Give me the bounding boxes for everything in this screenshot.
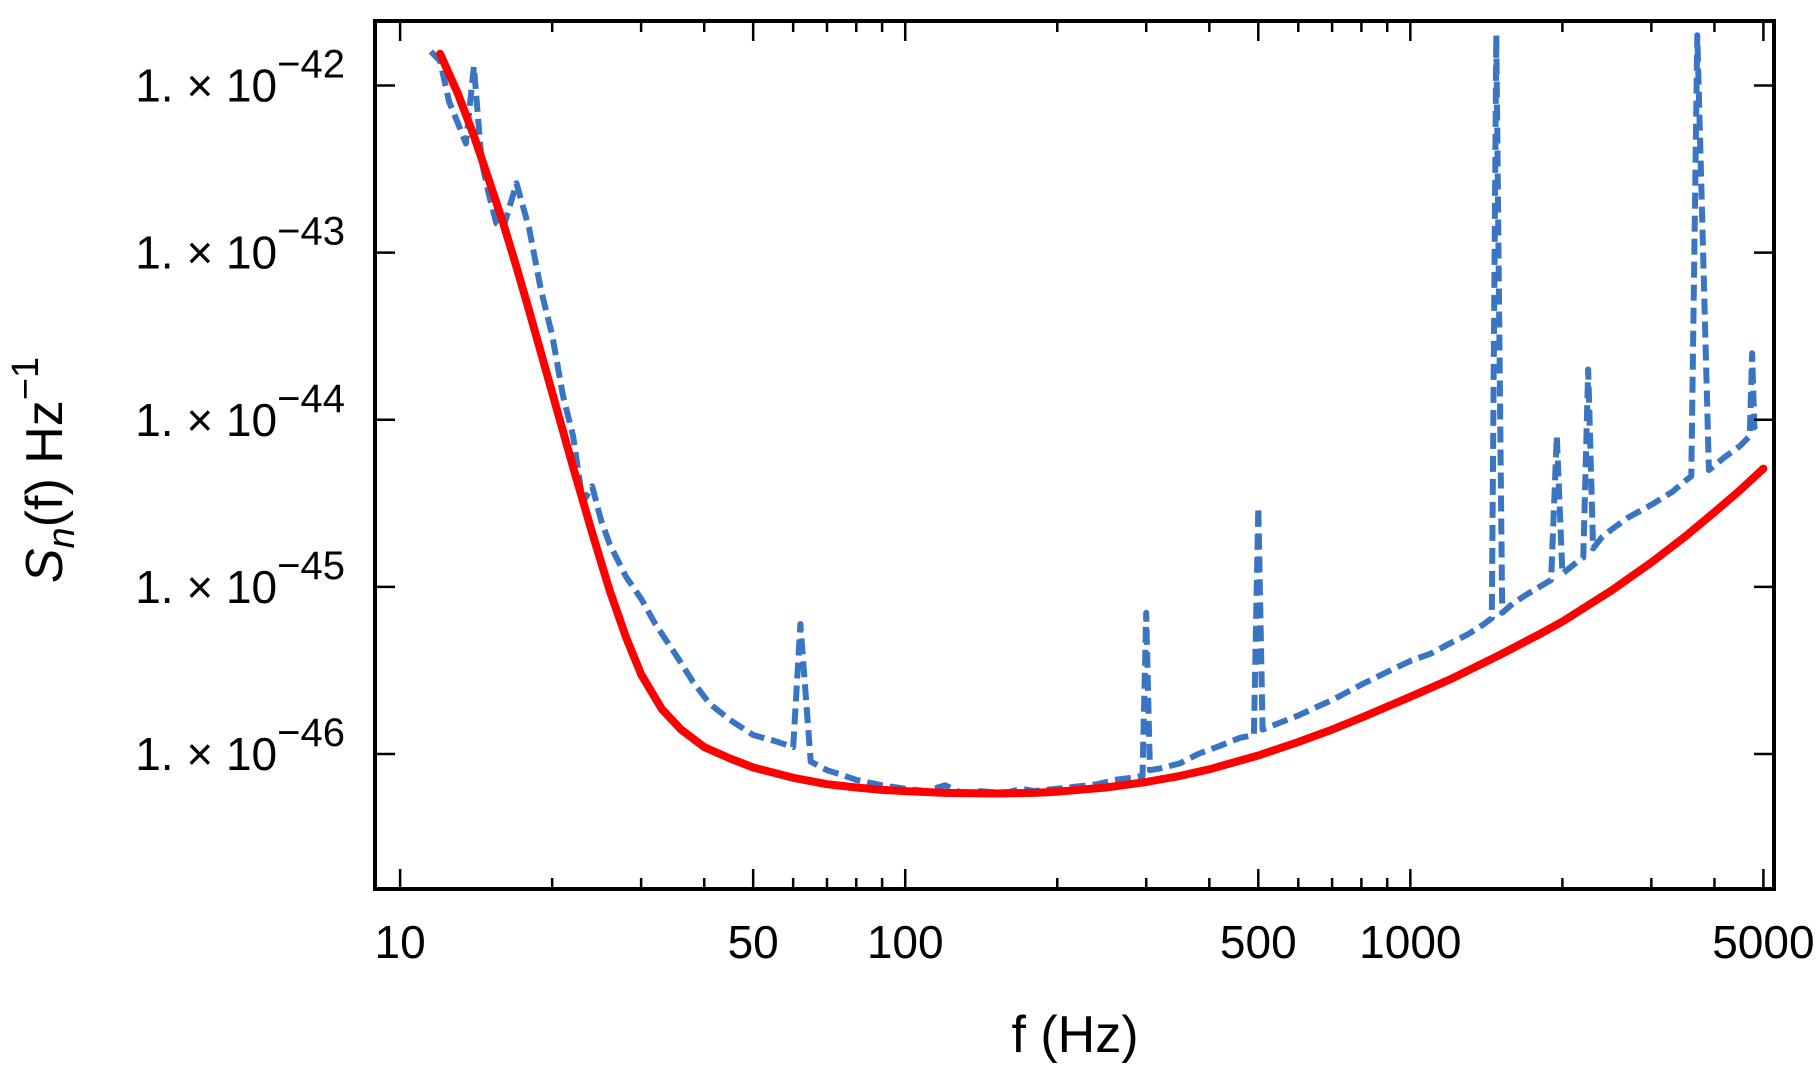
- x-tick-label: 10: [375, 916, 426, 968]
- y-axis-title-arg: (f) Hz: [16, 400, 74, 527]
- plot-frame: [373, 19, 1776, 891]
- x-axis-title: f (Hz): [1011, 1006, 1138, 1064]
- x-tick-label: 5000: [1712, 916, 1814, 968]
- x-tick-label: 100: [867, 916, 944, 968]
- y-tick-label: 1. × 10−42: [135, 43, 345, 112]
- y-axis-title: Sn(f) Hz−1: [5, 357, 83, 583]
- y-tick-label: 1. × 10−45: [135, 544, 345, 613]
- y-tick-label: 1. × 10−43: [135, 210, 345, 279]
- y-tick-labels: 1. × 10−42 1. × 10−43 1. × 10−44 1. × 10−45…: [135, 43, 345, 780]
- x-tick-label: 1000: [1359, 916, 1461, 968]
- x-tick-label: 500: [1220, 916, 1297, 968]
- series-line-fit-curve: [436, 49, 1768, 798]
- y-axis-title-subscript: n: [41, 527, 83, 548]
- x-tick-label: 50: [728, 916, 779, 968]
- y-axis-title-symbol: S: [16, 548, 74, 583]
- y-axis-title-superscript: −1: [5, 357, 47, 400]
- y-tick-label: 1. × 10−44: [135, 377, 345, 446]
- y-tick-label: 1. × 10−46: [135, 711, 345, 780]
- series-line-measured-psd: [428, 32, 1762, 797]
- series-layer: [428, 32, 1768, 798]
- x-tick-labels: 10 50 100 500 1000 5000: [375, 916, 1815, 968]
